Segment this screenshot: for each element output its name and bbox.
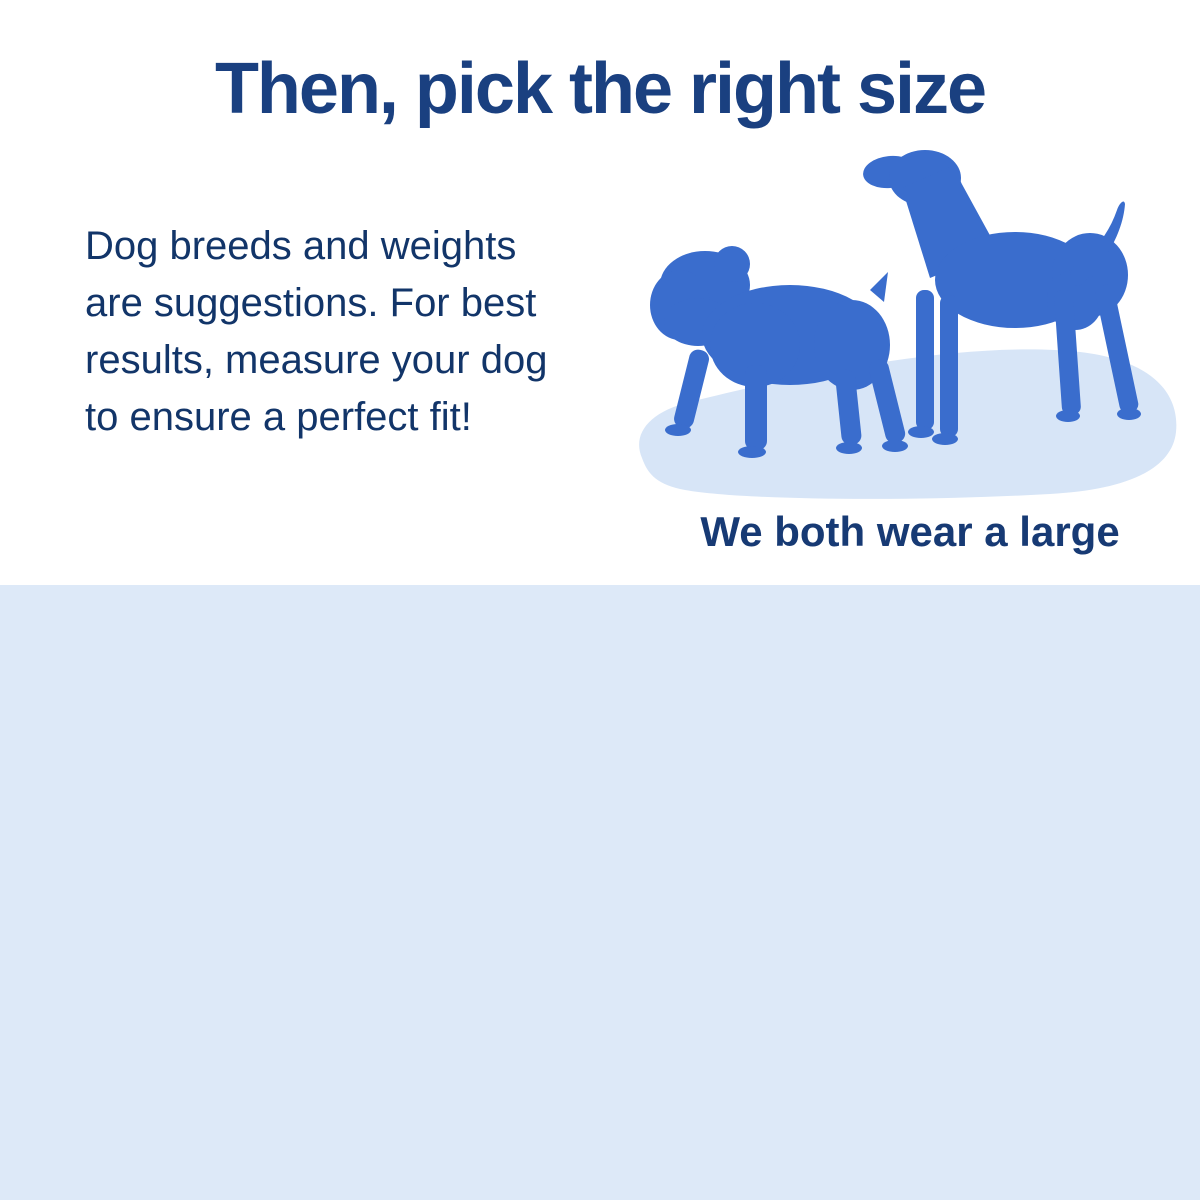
illustration-caption: We both wear a large xyxy=(700,508,1120,555)
intro-text: Dog breeds and weights are suggestions. … xyxy=(85,218,645,446)
pointer-dog-silhouette xyxy=(863,150,1141,445)
intro-line: Dog breeds and weights xyxy=(85,224,517,268)
intro-line: are suggestions. For best xyxy=(85,281,537,325)
intro-line: to ensure a perfect fit! xyxy=(85,395,472,439)
size-table: Size Chest Girth Weight Medium 12”-15” 2… xyxy=(0,585,1200,1200)
bulldog-silhouette xyxy=(650,246,908,458)
intro-line: results, measure your dog xyxy=(85,338,548,382)
dogs-illustration xyxy=(639,150,1177,499)
page-title: Then, pick the right size xyxy=(214,49,987,129)
ground-blob xyxy=(639,349,1177,499)
